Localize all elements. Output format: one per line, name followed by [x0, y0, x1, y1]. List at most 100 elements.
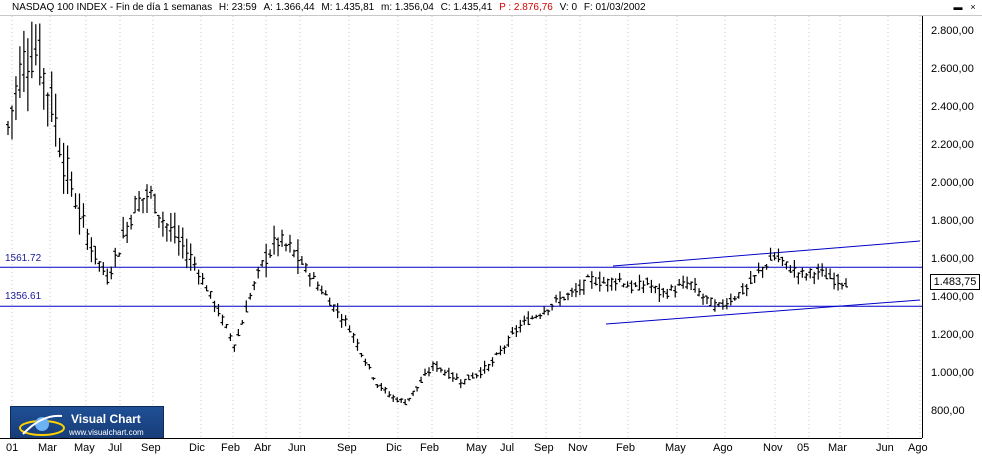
ohlc-bar: [125, 221, 130, 244]
upper-trend-line[interactable]: [612, 240, 921, 267]
ohlc-bar: [613, 278, 618, 291]
ohlc-bar: [81, 203, 86, 228]
p-value: P : 2.876,76: [499, 2, 553, 13]
y-tick-label: 2.800,00: [931, 25, 974, 37]
price-chart[interactable]: 1561.72 1356.61 Visual Chart www.visualc…: [0, 16, 922, 444]
ohlc-bar: [645, 277, 650, 286]
ohlc-bar: [65, 145, 70, 195]
ohlc-bar: [458, 379, 463, 389]
ohlc-bar: [248, 292, 253, 300]
x-tick-label: 05: [797, 442, 810, 454]
ohlc-bar: [526, 311, 531, 326]
ohlc-bar: [21, 30, 26, 93]
ohlc-bar: [256, 266, 261, 279]
y-tick-label: 1.000,00: [931, 367, 974, 379]
ohlc-bar: [291, 249, 296, 258]
ohlc-bar: [832, 272, 837, 290]
x-tick-label: Nov: [763, 442, 783, 454]
ohlc-bar: [844, 278, 848, 288]
y-tick-label: 1.400,00: [931, 291, 974, 303]
ohlc-bar: [220, 314, 225, 326]
ohlc-bar: [415, 386, 420, 392]
ohlc-bar: [605, 278, 610, 292]
ohlc-bar: [693, 277, 698, 293]
ohlc-bar: [37, 23, 42, 86]
ohlc-bar: [569, 287, 574, 297]
ohlc-bar: [113, 247, 118, 268]
ohlc-bar: [704, 295, 709, 305]
ohlc-bar: [77, 193, 82, 235]
ohlc-bar: [637, 274, 642, 291]
x-tick-label: Sep: [337, 442, 357, 454]
ohlc-bar: [514, 325, 519, 338]
ohlc-bar: [347, 325, 352, 333]
ohlc-bar: [736, 291, 741, 299]
ohlc-bar: [57, 137, 62, 158]
y-tick-label: 1.600,00: [931, 253, 974, 265]
x-tick-label: May: [74, 442, 95, 454]
ohlc-bar: [407, 397, 412, 402]
ohlc-bar: [355, 338, 360, 351]
ohlc-bar: [69, 171, 74, 197]
y-tick-label: 800,00: [931, 405, 965, 417]
ohlc-bar: [697, 288, 702, 297]
ohlc-bar: [164, 222, 169, 242]
ohlc-chart-svg: [0, 16, 922, 438]
date-value: F: 01/03/2002: [583, 2, 646, 13]
minimize-button[interactable]: ▬: [953, 2, 963, 12]
ohlc-bar: [685, 276, 690, 290]
x-tick-label: Jun: [288, 442, 306, 454]
ohlc-bar: [673, 285, 678, 298]
ohlc-bar: [180, 227, 185, 259]
ohlc-bar: [45, 92, 50, 127]
ohlc-bar: [53, 93, 58, 147]
ohlc-bar: [339, 313, 344, 328]
ohlc-bar: [17, 46, 22, 99]
ohlc-bar: [518, 319, 523, 333]
ohlc-bar: [788, 265, 793, 273]
x-tick-label: Mar: [828, 442, 847, 454]
ohlc-bar: [792, 260, 797, 278]
ohlc-bar: [299, 256, 304, 265]
ohlc-bar: [204, 285, 209, 292]
ohlc-bar: [589, 271, 594, 289]
x-tick-label: Dic: [386, 442, 402, 454]
ohlc-bar: [371, 377, 376, 381]
ohlc-bar: [820, 263, 825, 277]
ohlc-bar: [391, 394, 396, 402]
close-button[interactable]: ×: [970, 2, 976, 12]
ohlc-bar: [728, 293, 733, 306]
ohlc-bar: [542, 306, 547, 315]
ohlc-bar: [712, 299, 717, 312]
ohlc-bar: [145, 184, 150, 214]
x-tick-label: 01: [6, 442, 19, 454]
ohlc-bar: [29, 21, 34, 79]
ohlc-bar: [105, 268, 110, 285]
y-tick-label: 2.000,00: [931, 177, 974, 189]
ohlc-bar: [530, 315, 535, 320]
ohlc-bar: [13, 76, 18, 121]
ohlc-bar: [546, 309, 551, 316]
x-tick-label: Sep: [141, 442, 161, 454]
ohlc-bar: [252, 281, 257, 291]
ohlc-bar: [812, 271, 817, 285]
visual-chart-logo: Visual Chart www.visualchart.com: [10, 406, 164, 444]
ohlc-bar: [840, 282, 845, 290]
ohlc-bar: [375, 384, 380, 389]
ohlc-bar: [137, 191, 142, 212]
ohlc-bar: [474, 373, 479, 379]
ohlc-bar: [141, 198, 146, 214]
ohlc-bar: [740, 283, 745, 295]
ohlc-bar: [6, 120, 10, 136]
lower-trend-line[interactable]: [605, 299, 921, 325]
ohlc-bar: [824, 267, 829, 280]
ohlc-bar: [724, 298, 729, 310]
y-tick-label: 2.400,00: [931, 101, 974, 113]
price-axis: 2.800,00 2.600,00 2.400,00 2.200,00 2.00…: [922, 16, 982, 438]
ohlc-bar: [744, 284, 749, 297]
ohlc-bar: [756, 262, 761, 274]
volume-value: V: 0: [559, 2, 578, 13]
ohlc-bar: [577, 279, 582, 296]
x-tick-label: Jul: [108, 442, 123, 454]
